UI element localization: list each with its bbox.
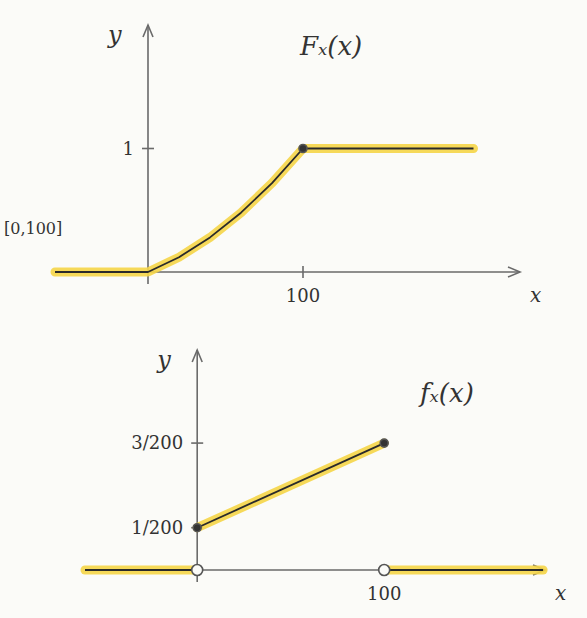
canvas: x y Fₓ(x) [0,100] 100 1 x y fₓ(x) 100 1/200 3/200	[0, 0, 587, 618]
marks	[85, 439, 543, 575]
x-arrow	[508, 267, 520, 277]
point	[299, 145, 307, 153]
y-tick-label: 1	[123, 138, 134, 159]
y-axis	[147, 25, 149, 284]
title: fₓ(x)	[418, 378, 474, 408]
x-axis	[85, 569, 545, 571]
line-highlight	[85, 566, 197, 575]
line	[197, 443, 384, 528]
y-arrow	[143, 25, 153, 37]
y-axis-label: y	[107, 21, 122, 49]
panel: x y Fₓ(x) [0,100] 100 1	[4, 21, 541, 307]
x-tick-label: 100	[286, 285, 320, 306]
open-point	[192, 565, 203, 576]
y-axis	[196, 350, 198, 582]
open-point	[379, 565, 390, 576]
y-axis-label: y	[156, 346, 171, 374]
point	[380, 439, 388, 447]
x-axis-label: x	[555, 581, 566, 605]
x-tick-label: 100	[367, 583, 401, 604]
line	[85, 569, 197, 571]
line-highlight	[384, 566, 543, 575]
line	[55, 149, 474, 273]
y-arrow	[192, 350, 202, 362]
line-highlight	[197, 443, 384, 528]
line-highlight	[55, 149, 474, 273]
title: Fₓ(x)	[299, 31, 362, 61]
point	[193, 524, 201, 532]
y-tick-label: 1/200	[131, 517, 183, 538]
y-tick	[142, 148, 154, 150]
x-axis-label: x	[530, 283, 541, 307]
x-tick	[302, 266, 304, 278]
marks	[55, 145, 474, 273]
y-tick	[191, 442, 203, 444]
line	[384, 569, 543, 571]
panel: x y fₓ(x) 100 1/200 3/200	[85, 346, 566, 605]
annotation: [0,100]	[4, 219, 62, 238]
y-tick-label: 3/200	[131, 432, 183, 453]
